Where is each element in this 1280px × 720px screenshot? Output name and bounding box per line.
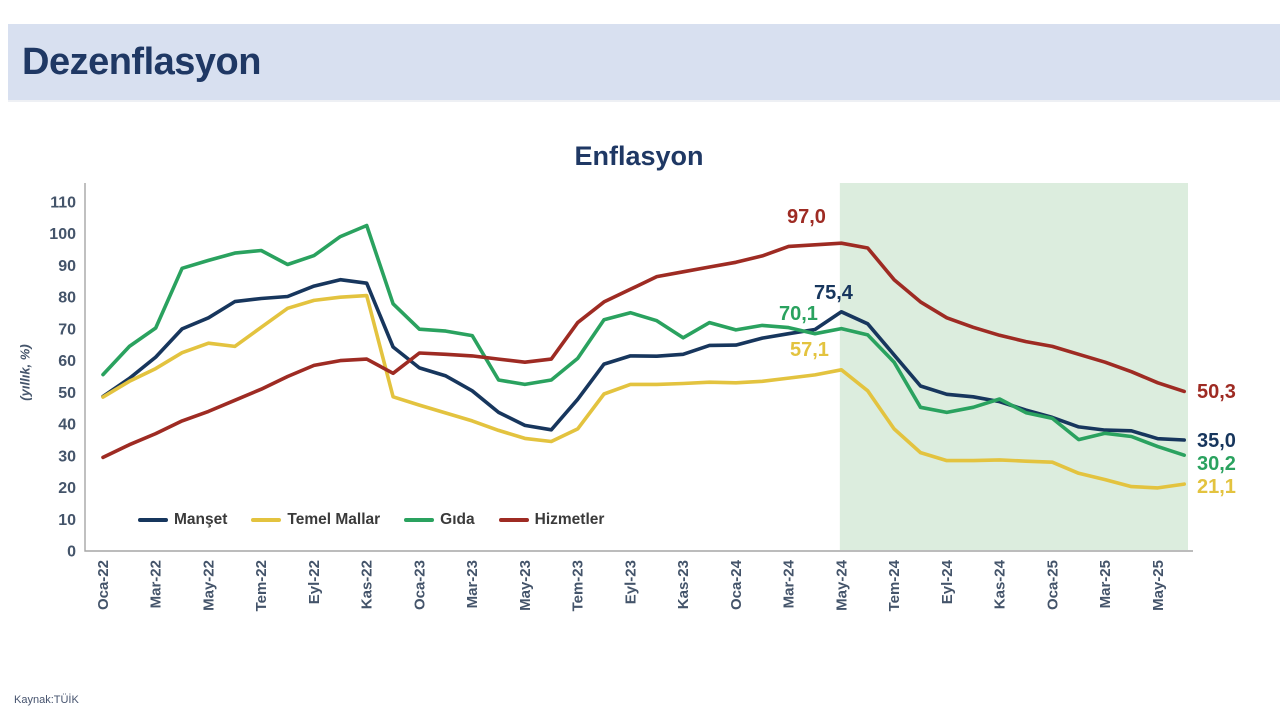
x-tick-label: Oca-22 (95, 560, 112, 610)
x-tick-label: Oca-24 (728, 559, 745, 610)
legend-label-temel-mallar: Temel Mallar (287, 511, 381, 528)
latest-label-manset: 35,0 (1197, 430, 1236, 452)
gida-line-swatch-icon (404, 518, 435, 522)
hizmetler-line-swatch-icon (498, 518, 529, 522)
y-tick-label: 100 (49, 226, 76, 243)
x-tick-label: May-23 (517, 560, 534, 611)
y-tick-label: 20 (58, 480, 76, 497)
x-tick-label: Eyl-23 (622, 560, 639, 604)
source-note: Kaynak:TÜİK (14, 694, 79, 706)
latest-label-gida: 30,2 (1197, 453, 1236, 475)
x-tick-label: Mar-23 (464, 560, 481, 608)
y-tick-label: 40 (58, 417, 76, 434)
chart-title: Enflasyon (574, 141, 704, 171)
x-tick-label: Kas-23 (675, 560, 692, 609)
page-title: Dezenflasyon (22, 40, 261, 83)
x-tick-label: Kas-22 (359, 560, 376, 609)
x-tick-label: Eyl-22 (306, 560, 323, 604)
y-axis-title: (yıllık, %) (17, 344, 33, 401)
x-tick-label: May-25 (1150, 560, 1167, 611)
latest-label-temel-mallar: 21,1 (1197, 476, 1236, 498)
y-tick-label: 80 (58, 290, 76, 307)
latest-label-hizmetler: 50,3 (1197, 381, 1236, 403)
x-tick-label: Tem-24 (886, 559, 903, 611)
x-tick-label: Oca-23 (411, 560, 428, 610)
x-tick-label: Eyl-24 (939, 559, 956, 604)
manset-line-swatch-icon (138, 518, 168, 522)
y-tick-label: 60 (58, 353, 76, 370)
x-tick-label: Mar-25 (1097, 560, 1114, 608)
peak-label-temel-mallar: 57,1 (790, 339, 829, 361)
temel-mallar-line-swatch-icon (251, 518, 282, 522)
x-tick-label: Tem-23 (570, 560, 587, 611)
x-tick-label: Kas-24 (992, 559, 1009, 609)
peak-label-hizmetler: 97,0 (787, 206, 826, 228)
series-line-Temel Mallar (101, 293, 1186, 490)
highlight-region (839, 183, 1188, 550)
x-tick-label: Mar-22 (148, 560, 165, 608)
legend-item-manset: Manşet (138, 511, 227, 529)
legend-item-temel-mallar: Temel Mallar (251, 511, 380, 529)
axes (84, 183, 1193, 552)
y-tick-label: 10 (58, 512, 76, 529)
chart-legend: Manşet Temel Mallar Gıda Hizmetler (138, 511, 604, 529)
legend-item-hizmetler: Hizmetler (498, 511, 605, 529)
x-tick-label: Oca-25 (1044, 560, 1061, 610)
peak-label-manset: 75,4 (814, 282, 853, 304)
x-tick-label: Mar-24 (781, 559, 798, 608)
y-tick-label: 90 (58, 258, 76, 275)
header-band: Dezenflasyon (8, 24, 1280, 102)
y-tick-label: 110 (50, 195, 76, 212)
y-tick-label: 0 (67, 544, 76, 561)
y-tick-label: 50 (58, 385, 76, 402)
legend-label-manset: Manşet (174, 511, 228, 528)
x-tick-label: Tem-22 (253, 560, 270, 611)
peak-label-gida: 70,1 (779, 303, 818, 325)
legend-label-gida: Gıda (440, 511, 475, 528)
series-line-Gıda (101, 223, 1186, 457)
legend-item-gida: Gıda (404, 511, 475, 529)
y-tick-label: 70 (58, 321, 76, 338)
legend-label-hizmetler: Hizmetler (534, 511, 605, 528)
y-tick-label: 30 (58, 448, 76, 465)
x-tick-label: May-24 (833, 559, 850, 611)
series-line-Hizmetler (101, 241, 1186, 460)
x-tick-label: May-22 (200, 560, 217, 611)
